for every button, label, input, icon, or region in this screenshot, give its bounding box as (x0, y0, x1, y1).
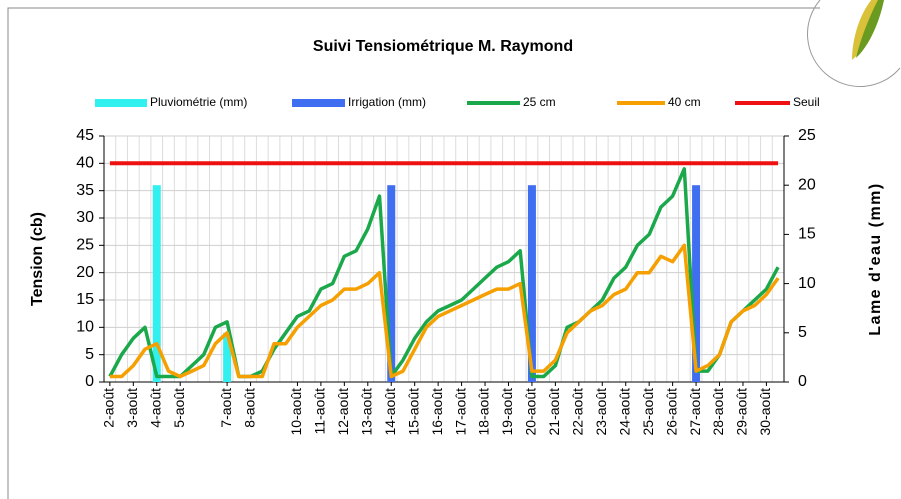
y2-tick-label: 20 (798, 176, 816, 193)
x-tick-label: 18-août (476, 388, 492, 436)
legend-label: Seuil (793, 95, 820, 109)
y-tick-label: 0 (85, 373, 94, 390)
y2-axis-label: Lame d'eau (mm) (867, 182, 884, 335)
x-tick-label: 3-août (124, 388, 140, 428)
x-tick-label: 8-août (241, 388, 257, 428)
x-tick-label: 5-août (171, 388, 187, 428)
y-tick-label: 25 (76, 237, 94, 254)
x-tick-label: 15-août (405, 388, 421, 436)
x-tick-label: 27-août (687, 388, 703, 436)
x-tick-label: 28-août (710, 388, 726, 436)
x-tick-label: 12-août (335, 388, 351, 436)
x-tick-label: 2-août (101, 388, 117, 428)
y2-tick-label: 25 (798, 127, 816, 144)
x-tick-label: 29-août (734, 388, 750, 436)
x-tick-label: 25-août (640, 388, 656, 436)
x-tick-label: 17-août (452, 388, 468, 436)
legend-label: Irrigation (mm) (348, 95, 426, 109)
y-tick-label: 45 (76, 127, 94, 144)
x-tick-label: 23-août (593, 388, 609, 436)
y-tick-label: 20 (76, 264, 94, 281)
y-tick-label: 30 (76, 209, 94, 226)
x-tick-label: 7-août (218, 388, 234, 428)
chart-title: Suivi Tensiométrique M. Raymond (313, 38, 573, 55)
legend-label: 40 cm (668, 95, 701, 109)
x-tick-label: 16-août (429, 388, 445, 436)
x-tick-label: 14-août (382, 388, 398, 436)
y2-tick-label: 5 (798, 324, 807, 341)
chart: Suivi Tensiométrique M. Raymond Tension … (0, 0, 901, 499)
y-axis-label: Tension (cb) (29, 212, 46, 306)
x-tick-label: 21-août (546, 388, 562, 436)
x-tick-label: 13-août (358, 388, 374, 436)
y2-tick-label: 15 (798, 226, 816, 243)
x-tick-label: 24-août (616, 388, 632, 436)
y2-tick-label: 10 (798, 275, 816, 292)
y2-tick-label: 0 (798, 373, 807, 390)
legend-label: 25 cm (523, 95, 556, 109)
x-tick-label: 22-août (570, 388, 586, 436)
x-tick-label: 11-août (312, 388, 328, 435)
y-tick-label: 5 (85, 346, 94, 363)
legend-label: Pluviométrie (mm) (150, 95, 247, 109)
x-tick-label: 4-août (147, 388, 163, 428)
x-tick-label: 19-août (499, 388, 515, 436)
x-tick-label: 10-août (288, 388, 304, 436)
y-tick-label: 15 (76, 291, 94, 308)
x-tick-label: 20-août (523, 388, 539, 436)
y-tick-label: 35 (76, 182, 94, 199)
y-tick-label: 40 (76, 155, 94, 172)
x-tick-label: 26-août (663, 388, 679, 436)
y-tick-label: 10 (76, 319, 94, 336)
x-tick-label: 30-août (757, 388, 773, 436)
